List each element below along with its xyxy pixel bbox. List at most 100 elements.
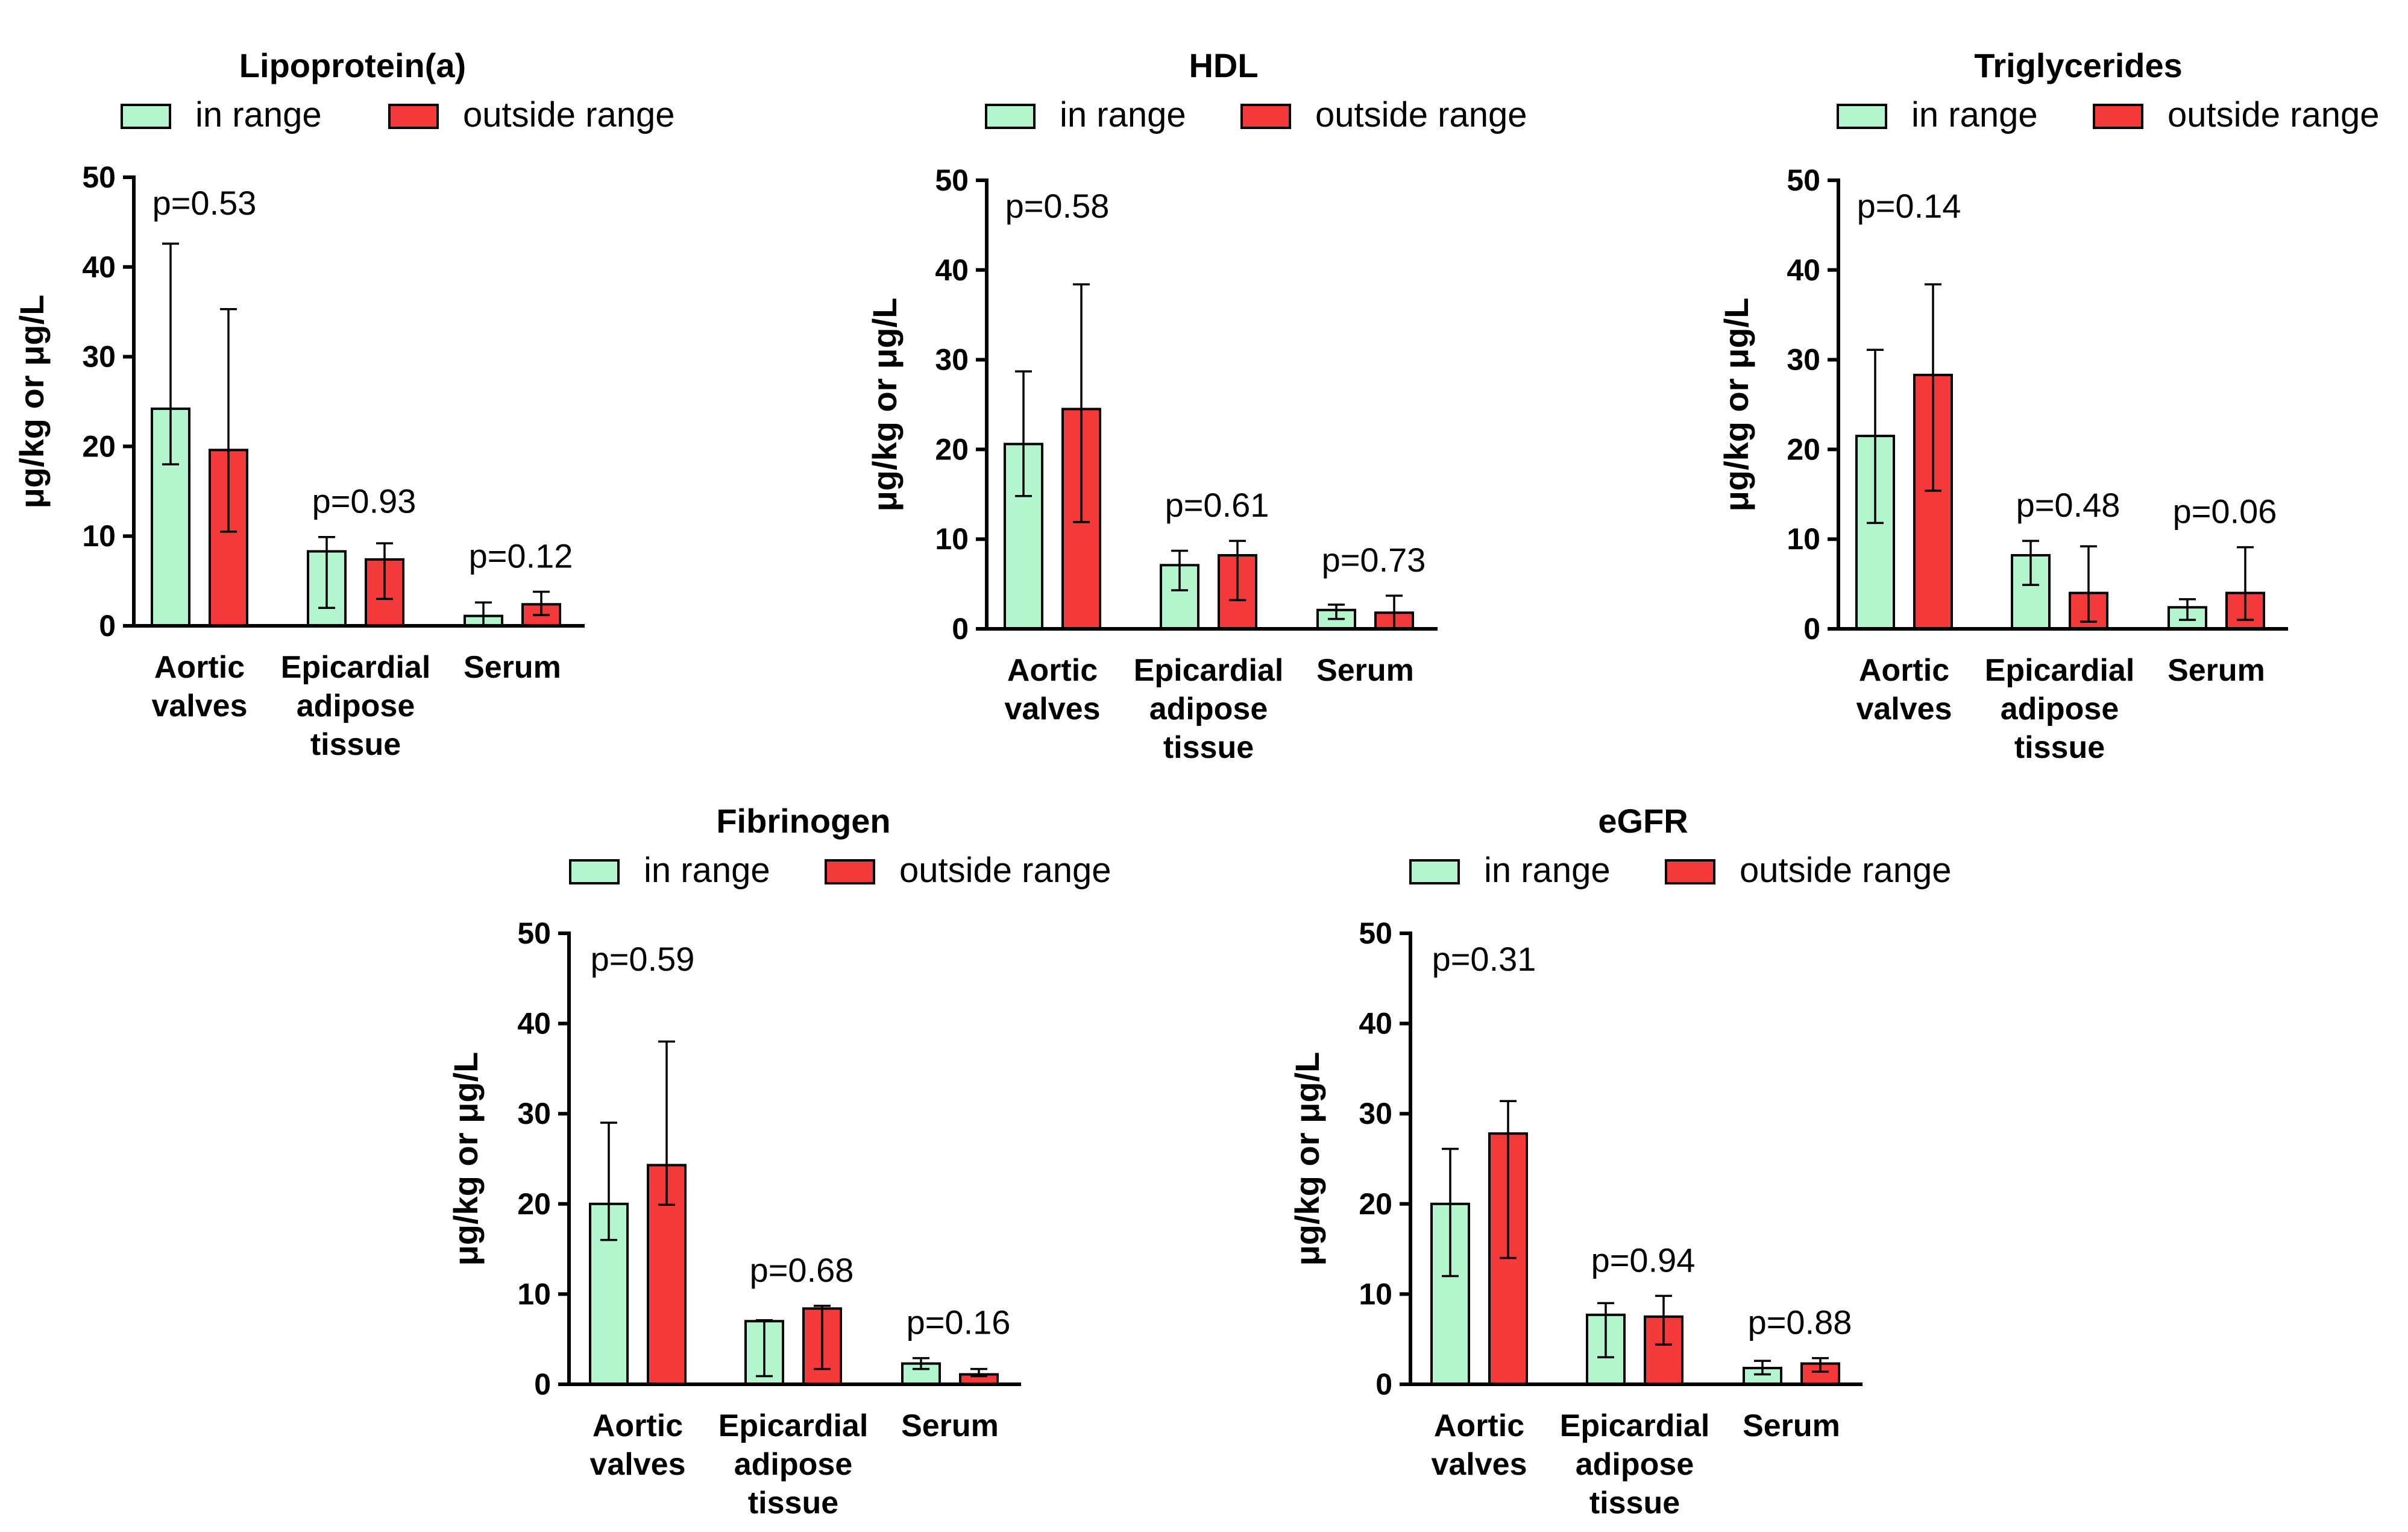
y-tick-label: 20	[1787, 432, 1820, 466]
y-tick-label: 0	[99, 609, 116, 643]
error-bar-outside-range-epicardial-adipose-tissue	[1655, 1294, 1672, 1346]
legend-label-outside-range: outside range	[1740, 851, 1951, 890]
y-tick-label: 0	[1803, 612, 1820, 646]
chart-title: Fibrinogen	[716, 802, 890, 840]
error-bar-outside-range-serum	[1812, 1357, 1829, 1373]
x-category-label: Epicardial adipose tissue	[1134, 653, 1284, 765]
y-tick-label: 30	[1359, 1097, 1392, 1130]
y-tick-label: 10	[82, 519, 116, 553]
chart-title: Lipoprotein(a)	[239, 46, 466, 84]
legend-label-in-range: in range	[1911, 95, 2038, 134]
p-value: p=0.88	[1748, 1303, 1852, 1341]
x-category-label: Serum	[464, 650, 561, 685]
legend-label-in-range: in range	[1060, 95, 1186, 134]
y-tick-label: 20	[1359, 1187, 1392, 1221]
y-tick-label: 0	[1375, 1367, 1392, 1401]
y-tick-label: 50	[517, 916, 551, 950]
y-tick-label: 20	[517, 1187, 551, 1221]
y-tick-label: 10	[517, 1277, 551, 1311]
legend: in range outside range	[1837, 95, 2379, 134]
error-bar-in-range-aortic-valves	[1442, 1147, 1459, 1278]
legend: in range outside range	[121, 95, 674, 134]
p-value: p=0.16	[907, 1303, 1011, 1341]
error-bar-in-range-serum	[1328, 604, 1345, 620]
legend: in range outside range	[569, 851, 1111, 890]
p-value: p=0.68	[750, 1251, 854, 1289]
error-bar-in-range-serum	[913, 1357, 929, 1370]
error-bar-in-range-serum	[2179, 598, 2196, 621]
x-category-label: Aortic valves	[1004, 653, 1100, 727]
y-tick-label: 0	[534, 1367, 551, 1401]
error-bar-outside-range-aortic-valves	[1925, 283, 1941, 492]
error-bar-outside-range-aortic-valves	[1073, 283, 1090, 523]
x-category-label: Epicardial adipose tissue	[1560, 1408, 1710, 1521]
legend-label-outside-range: outside range	[899, 851, 1111, 890]
error-bar-in-range-epicardial-adipose-tissue	[318, 535, 335, 609]
chart-title: eGFR	[1598, 802, 1688, 840]
legend-swatch-in-range	[121, 104, 171, 129]
error-bar-outside-range-aortic-valves	[1500, 1100, 1517, 1259]
error-bar-outside-range-serum	[533, 590, 550, 616]
y-axis-label: μg/kg or μg/L	[866, 298, 904, 512]
x-category-label: Serum	[1316, 653, 1414, 688]
y-tick-label: 50	[82, 160, 116, 194]
x-category-label: Epicardial adipose tissue	[281, 650, 431, 762]
error-bar-outside-range-epicardial-adipose-tissue	[376, 542, 393, 601]
p-value: p=0.14	[1857, 187, 1961, 225]
p-value: p=0.94	[1591, 1241, 1696, 1279]
chart-panel-fibrinogen: Fibrinogen in range outside range μg/kg or …	[447, 802, 1111, 1521]
legend: in range outside range	[985, 95, 1527, 134]
chart-panel-egfr: eGFR in range outside range μg/kg or μg/L 0 1…	[1288, 802, 1951, 1521]
y-tick-label: 40	[82, 250, 116, 284]
error-bar-in-range-aortic-valves	[1867, 348, 1884, 525]
x-category-label: Serum	[901, 1408, 999, 1443]
x-category-label: Serum	[1743, 1408, 1840, 1443]
legend-swatch-in-range	[1837, 104, 1887, 129]
p-value: p=0.61	[1165, 486, 1269, 524]
legend-swatch-outside-range	[825, 859, 875, 884]
x-category-label: Aortic valves	[1856, 653, 1952, 727]
p-value: p=0.12	[469, 537, 573, 575]
y-axis-label: μg/kg or μg/L	[13, 295, 51, 509]
legend: in range outside range	[1409, 851, 1951, 890]
y-tick-label: 10	[1359, 1277, 1392, 1311]
y-tick-label: 40	[517, 1007, 551, 1041]
legend-swatch-outside-range	[1665, 859, 1715, 884]
p-value: p=0.73	[1322, 541, 1426, 579]
legend-label-outside-range: outside range	[2168, 95, 2379, 134]
error-bar-in-range-serum	[1754, 1360, 1771, 1376]
error-bar-in-range-aortic-valves	[1015, 370, 1032, 497]
p-value: p=0.48	[2016, 486, 2120, 524]
x-category-label: Epicardial adipose tissue	[1985, 653, 2135, 765]
p-value: p=0.06	[2173, 493, 2277, 531]
error-bar-in-range-epicardial-adipose-tissue	[2022, 540, 2039, 586]
y-tick-label: 30	[935, 343, 969, 377]
x-category-label: Aortic valves	[589, 1408, 685, 1482]
chart-title: HDL	[1189, 46, 1258, 84]
x-category-label: Aortic valves	[1431, 1408, 1527, 1482]
legend-swatch-in-range	[985, 104, 1036, 129]
y-tick-label: 20	[935, 432, 969, 466]
error-bar-in-range-aortic-valves	[162, 242, 179, 465]
legend-swatch-outside-range	[388, 104, 439, 129]
chart-title: Triglycerides	[1974, 46, 2183, 84]
error-bar-outside-range-epicardial-adipose-tissue	[814, 1305, 831, 1370]
error-bar-outside-range-serum	[2237, 546, 2254, 621]
y-tick-label: 40	[1787, 253, 1820, 287]
error-bar-outside-range-serum	[970, 1367, 987, 1378]
y-tick-label: 40	[935, 253, 969, 287]
error-bar-outside-range-epicardial-adipose-tissue	[1229, 540, 1246, 602]
p-value: p=0.31	[1432, 940, 1536, 978]
y-tick-label: 30	[82, 340, 116, 374]
error-bar-outside-range-aortic-valves	[658, 1040, 675, 1206]
error-bar-in-range-epicardial-adipose-tissue	[1171, 549, 1188, 591]
y-tick-label: 10	[1787, 522, 1820, 556]
y-tick-label: 30	[1787, 343, 1820, 377]
y-tick-label: 50	[1359, 916, 1392, 950]
legend-label-outside-range: outside range	[463, 95, 674, 134]
chart-panel-lipoprotein-a: Lipoprotein(a) in range outside range μg/kg…	[13, 46, 674, 762]
error-bar-in-range-aortic-valves	[600, 1121, 617, 1241]
y-axis-label: μg/kg or μg/L	[1717, 298, 1755, 512]
